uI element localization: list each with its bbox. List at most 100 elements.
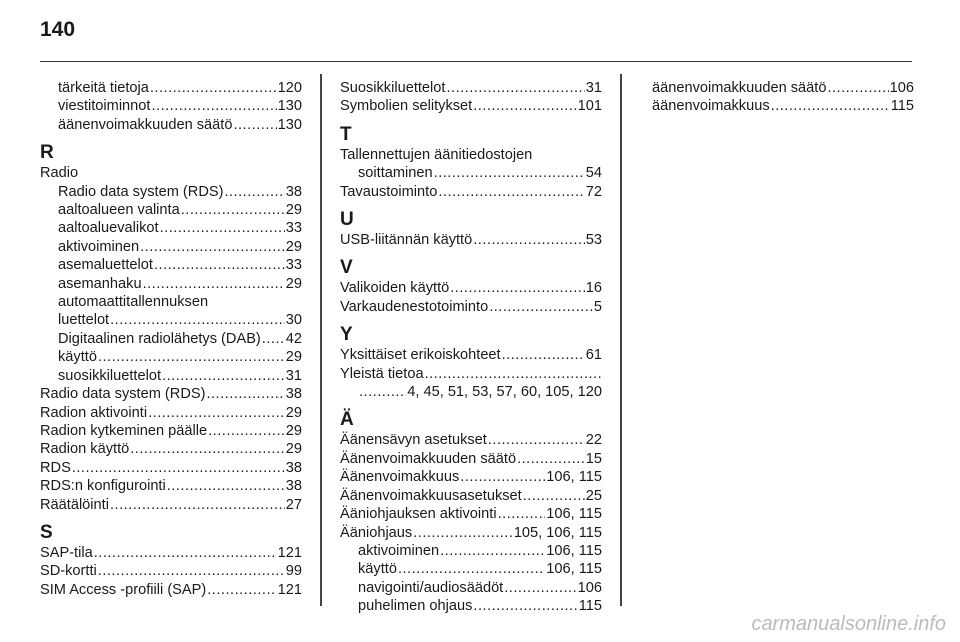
entry-page-ref[interactable]: 121 [277, 544, 302, 561]
entry-page-ref[interactable]: 101 [577, 98, 602, 115]
entry-page-ref[interactable]: 4, 45, 51, 53, 57, 60, 105, 120 [407, 384, 602, 401]
entry-page-ref[interactable]: 106 [577, 579, 602, 596]
dot-leader [208, 422, 285, 440]
entry-page-ref[interactable]: 106, 115 [546, 469, 602, 486]
entry-page-ref[interactable]: 15 [585, 450, 602, 467]
entry-page-ref[interactable]: 29 [285, 441, 302, 458]
index-entry: Tallennettujen äänitiedostojen [340, 146, 602, 164]
entry-term: Suosikkiluettelot [340, 80, 446, 96]
index-entry: Yleistä tietoa [340, 365, 602, 383]
entry-term: aktivoiminen [358, 542, 440, 559]
entry-page-ref[interactable]: 33 [285, 257, 302, 274]
dot-leader [150, 79, 277, 97]
dot-leader [160, 219, 285, 237]
dot-leader [473, 597, 577, 615]
index-letter-heading: Y [340, 324, 353, 346]
entry-page-ref[interactable]: 29 [285, 275, 302, 292]
index-column-1: tärkeitä tietoja120viestitoiminnot130ään… [40, 79, 302, 599]
dot-leader [523, 487, 585, 505]
entry-page-ref[interactable]: 33 [285, 220, 302, 237]
entry-page-ref[interactable]: 130 [277, 116, 302, 133]
entry-term: automaattitallennuksen [58, 294, 209, 311]
dot-leader [110, 311, 285, 329]
index-entry: Ääniohjauksen aktivointi 106, 115 [340, 505, 602, 523]
entry-page-ref[interactable]: 38 [285, 459, 302, 476]
entry-page-ref[interactable]: 25 [585, 487, 602, 504]
dot-leader [771, 97, 890, 115]
index-entry: SAP-tila 121 [40, 544, 302, 562]
entry-term: Radion aktivointi [40, 404, 148, 421]
entry-term: käyttö [58, 349, 97, 366]
entry-page-ref[interactable]: 121 [277, 581, 302, 598]
dot-leader [398, 560, 545, 578]
entry-page-ref[interactable]: 106, 115 [546, 506, 602, 523]
entry-page-ref[interactable]: 120 [277, 80, 302, 96]
entry-page-ref[interactable]: 29 [285, 349, 302, 366]
entry-page-ref[interactable]: 61 [585, 347, 602, 364]
entry-page-ref[interactable]: 5 [593, 298, 602, 315]
index-entry: Suosikkiluettelot 31 [340, 79, 602, 97]
entry-term: Symbolien selitykset [340, 98, 473, 115]
entry-term: viestitoiminnot [58, 98, 151, 115]
entry-page-ref[interactable]: 31 [285, 367, 302, 384]
entry-page-ref[interactable]: 29 [285, 422, 302, 439]
entry-page-ref[interactable]: 29 [285, 404, 302, 421]
entry-page-ref[interactable]: 22 [585, 432, 602, 449]
index-entry: Radion aktivointi 29 [40, 404, 302, 422]
entry-term: puhelimen ohjaus [358, 598, 473, 615]
entry-page-ref[interactable]: 72 [585, 183, 602, 200]
entry-term: aktivoiminen [58, 238, 140, 255]
dot-leader [110, 496, 285, 514]
entry-term: aaltoaluevalikot [58, 220, 159, 237]
entry-term: Äänenvoimakkuus [340, 469, 460, 486]
index-entry: Radion käyttö 29 [40, 440, 302, 458]
entry-page-ref[interactable]: 115 [578, 598, 602, 615]
dot-leader [460, 468, 545, 486]
entry-page-ref[interactable]: 115 [890, 98, 914, 115]
entry-page-ref[interactable]: 38 [285, 478, 302, 495]
dot-leader [167, 477, 285, 495]
entry-page-ref[interactable]: 54 [585, 165, 602, 182]
index-entry: Äänensävyn asetukset 22 [340, 431, 602, 449]
page-number: 140 [40, 18, 76, 41]
entry-page-ref[interactable]: 106, 115 [546, 542, 602, 559]
entry-page-ref[interactable]: 53 [585, 232, 602, 249]
dot-leader [262, 330, 285, 348]
index-entry: Radion kytkeminen päälle 29 [40, 422, 302, 440]
index-entry: luettelot 30 [40, 311, 302, 329]
index-entry: Äänenvoimakkuus 106, 115 [340, 468, 602, 486]
entry-page-ref[interactable]: 29 [285, 202, 302, 219]
index-entry: Yksittäiset erikoiskohteet 61 [340, 346, 602, 364]
entry-page-ref[interactable]: 42 [285, 330, 302, 347]
entry-page-ref[interactable]: 31 [585, 80, 602, 96]
entry-page-ref[interactable]: 105, 106, 115 [513, 524, 602, 541]
entry-page-ref[interactable]: 38 [285, 386, 302, 403]
dot-leader [143, 275, 285, 293]
entry-page-ref[interactable]: 27 [285, 496, 302, 513]
index-entry: käyttö 29 [40, 348, 302, 366]
dot-leader [517, 450, 585, 468]
index-entry: soittaminen 54 [340, 164, 602, 182]
entry-page-ref[interactable]: 130 [277, 98, 302, 115]
entry-page-ref[interactable]: 106 [889, 80, 914, 96]
entry-term: äänenvoimakkuuden säätö [58, 116, 233, 133]
index-letter-heading: T [340, 123, 352, 145]
dot-leader [504, 579, 576, 597]
entry-term: aaltoalueen valinta [58, 202, 180, 219]
index-entry: Tavaustoiminto 72 [340, 183, 602, 201]
entry-term: Tavaustoiminto [340, 183, 438, 200]
entry-page-ref[interactable]: 29 [285, 238, 302, 255]
entry-page-ref[interactable]: 16 [585, 280, 602, 297]
entry-term: navigointi/audiosäädöt [358, 579, 504, 596]
entry-page-ref[interactable]: 38 [285, 183, 302, 200]
entry-page-ref[interactable]: 30 [285, 312, 302, 329]
entry-page-ref[interactable]: 99 [285, 563, 302, 580]
entry-term: Äänenvoimakkuusasetukset [340, 487, 522, 504]
index-column-2: Suosikkiluettelot 31 Symbolien selitykset 1… [340, 79, 602, 616]
column-divider [620, 74, 622, 606]
entry-page-ref[interactable]: 106, 115 [546, 561, 602, 578]
entry-term: SAP-tila [40, 544, 93, 561]
index-entry: äänenvoimakkuuden säätö 106 [652, 79, 914, 97]
dot-leader [207, 581, 276, 599]
